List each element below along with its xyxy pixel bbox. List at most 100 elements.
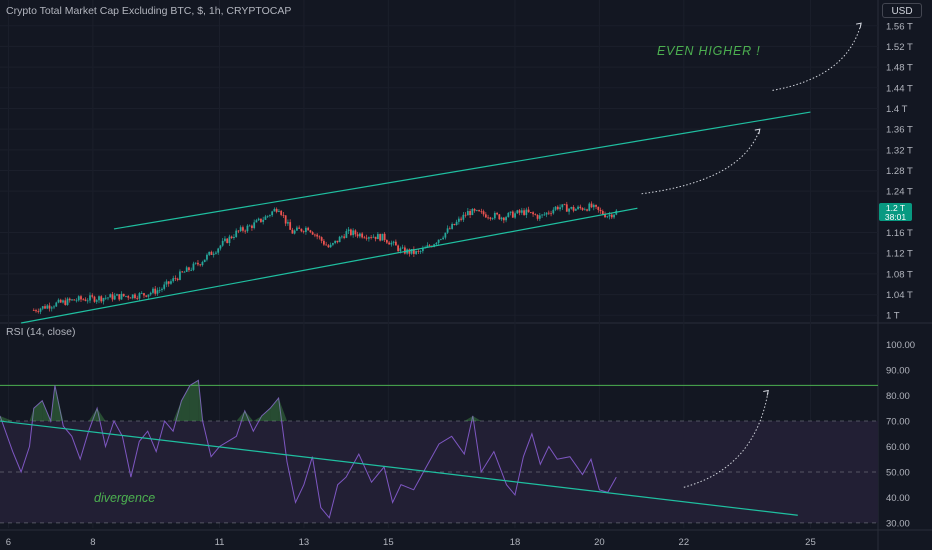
channel-lines	[20, 111, 811, 324]
candle-body	[217, 248, 220, 253]
candle-body	[525, 209, 528, 215]
candle-body	[332, 243, 334, 245]
time-tick-label: 6	[6, 537, 11, 548]
candle-body	[73, 299, 76, 301]
price-tick-label: 1 T	[886, 311, 900, 322]
candle-body	[143, 293, 145, 296]
candle-body	[129, 297, 132, 299]
candle-body	[397, 245, 400, 252]
candle-body	[444, 232, 447, 238]
candle-body	[80, 296, 82, 300]
candle-body	[300, 228, 303, 232]
candle-body	[35, 310, 37, 312]
candle-body	[453, 223, 456, 226]
time-tick-label: 15	[383, 537, 394, 548]
candle-body	[203, 259, 206, 263]
price-tick-label: 1.56 T	[886, 21, 913, 32]
candle-body	[367, 237, 370, 239]
candle-body	[138, 293, 141, 299]
candle-body	[260, 218, 262, 222]
candle-body	[565, 204, 568, 212]
candle-body	[534, 214, 537, 216]
currency-button[interactable]: USD	[882, 3, 922, 18]
candle-body	[109, 294, 112, 298]
candle-body	[487, 217, 489, 219]
candle-body	[68, 298, 71, 301]
rsi-overbought-fill	[173, 400, 182, 422]
candle-body	[338, 236, 341, 243]
rsi-trendline	[0, 420, 798, 516]
candle-body	[53, 306, 55, 308]
candle-body	[417, 251, 420, 252]
candle-body	[107, 297, 109, 299]
candle-body	[95, 300, 98, 302]
price-axis[interactable]: 1 T 1.04 T 1.08 T 1.12 T 1.16 T 1.24 T 1.28 T 1…	[886, 21, 913, 321]
candle-body	[610, 214, 613, 218]
price-tick-label: 1.52 T	[886, 42, 913, 53]
rsi-axis[interactable]: 30.00 40.00 50.00 60.00 70.00 80.00 90.00 100.0…	[886, 340, 915, 529]
rsi-overbought-fill	[270, 398, 279, 422]
candle-body	[93, 296, 96, 302]
candle-body	[374, 236, 377, 240]
time-tick-label: 13	[299, 537, 310, 548]
candle-body	[242, 227, 244, 231]
candle-body	[473, 208, 476, 211]
candle-body	[208, 251, 211, 255]
candle-body	[466, 211, 469, 216]
candle-body	[480, 211, 483, 213]
candle-body	[412, 248, 415, 254]
candle-body	[455, 221, 458, 226]
rsi-tick-label: 50.00	[886, 467, 910, 478]
candle-body	[419, 251, 422, 252]
candle-body	[363, 237, 366, 239]
candle-body	[48, 305, 51, 309]
price-tick-label: 1.48 T	[886, 63, 913, 74]
candle-body	[343, 236, 346, 238]
candle-body	[113, 295, 116, 300]
candle-body	[44, 306, 46, 309]
candle-body	[550, 213, 552, 215]
candle-body	[426, 245, 429, 248]
candle-body	[271, 211, 274, 216]
candle-body	[316, 234, 319, 237]
candle-body	[280, 210, 283, 215]
candle-body	[435, 242, 438, 245]
candle-body	[104, 297, 107, 299]
candle-body	[46, 305, 49, 309]
candle-body	[340, 236, 343, 238]
candle-body	[428, 245, 431, 247]
time-axis[interactable]: 6 8 11 13 15 18 20 22 25	[6, 537, 816, 548]
rsi-overbought-fill	[236, 410, 245, 422]
candles	[32, 201, 618, 315]
candle-body	[302, 231, 305, 233]
candle-body	[64, 300, 67, 305]
candle-body	[399, 248, 402, 252]
candle-body	[381, 233, 384, 241]
rsi-tick-label: 60.00	[886, 442, 910, 453]
candle-body	[282, 214, 285, 216]
candle-body	[606, 216, 609, 218]
candle-body	[188, 267, 190, 271]
candle-body	[408, 249, 411, 254]
candle-body	[269, 215, 271, 216]
candle-body	[579, 206, 582, 209]
candle-body	[376, 234, 379, 240]
candle-body	[167, 281, 170, 284]
candle-body	[608, 214, 611, 217]
candle-body	[489, 217, 492, 219]
rsi-overbought-fill	[50, 385, 55, 422]
candle-body	[237, 230, 240, 232]
price-arrow-head	[856, 22, 862, 29]
time-tick-label: 25	[805, 537, 816, 548]
candle-body	[421, 248, 424, 252]
candle-body	[588, 203, 591, 211]
candle-body	[574, 209, 577, 211]
candle-body	[199, 264, 202, 266]
candle-body	[77, 296, 80, 301]
candle-body	[226, 238, 229, 244]
candle-body	[464, 214, 467, 216]
candle-body	[154, 288, 157, 294]
candle-body	[314, 234, 316, 236]
candle-body	[298, 227, 301, 229]
